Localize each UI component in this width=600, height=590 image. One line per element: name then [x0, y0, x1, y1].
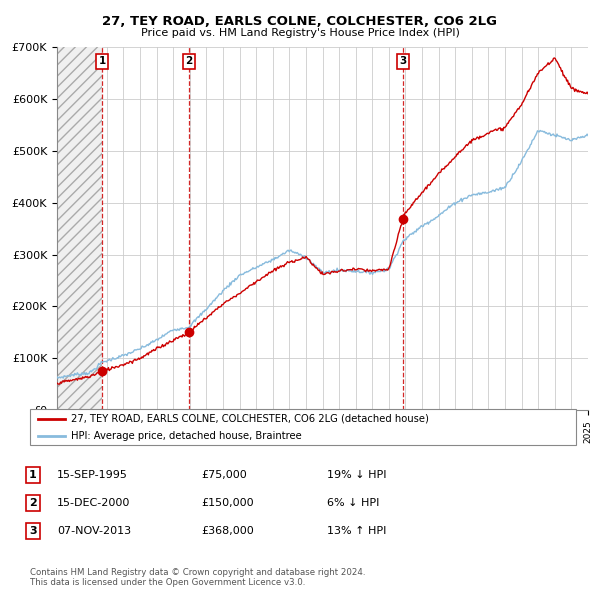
Text: 2: 2	[185, 56, 193, 66]
Text: Contains HM Land Registry data © Crown copyright and database right 2024.
This d: Contains HM Land Registry data © Crown c…	[30, 568, 365, 587]
Text: £368,000: £368,000	[201, 526, 254, 536]
Text: 3: 3	[29, 526, 37, 536]
Text: 07-NOV-2013: 07-NOV-2013	[57, 526, 131, 536]
Text: 15-DEC-2000: 15-DEC-2000	[57, 498, 130, 507]
Text: 19% ↓ HPI: 19% ↓ HPI	[327, 470, 386, 480]
Text: 2: 2	[29, 498, 37, 507]
Text: £150,000: £150,000	[201, 498, 254, 507]
Text: HPI: Average price, detached house, Braintree: HPI: Average price, detached house, Brai…	[71, 431, 302, 441]
Text: Price paid vs. HM Land Registry's House Price Index (HPI): Price paid vs. HM Land Registry's House …	[140, 28, 460, 38]
Text: 3: 3	[400, 56, 407, 66]
Text: 15-SEP-1995: 15-SEP-1995	[57, 470, 128, 480]
Text: 6% ↓ HPI: 6% ↓ HPI	[327, 498, 379, 507]
Text: 27, TEY ROAD, EARLS COLNE, COLCHESTER, CO6 2LG: 27, TEY ROAD, EARLS COLNE, COLCHESTER, C…	[103, 15, 497, 28]
Text: 1: 1	[98, 56, 106, 66]
Text: 27, TEY ROAD, EARLS COLNE, COLCHESTER, CO6 2LG (detached house): 27, TEY ROAD, EARLS COLNE, COLCHESTER, C…	[71, 414, 429, 424]
Text: 13% ↑ HPI: 13% ↑ HPI	[327, 526, 386, 536]
Text: 1: 1	[29, 470, 37, 480]
Text: £75,000: £75,000	[201, 470, 247, 480]
FancyBboxPatch shape	[30, 409, 576, 445]
